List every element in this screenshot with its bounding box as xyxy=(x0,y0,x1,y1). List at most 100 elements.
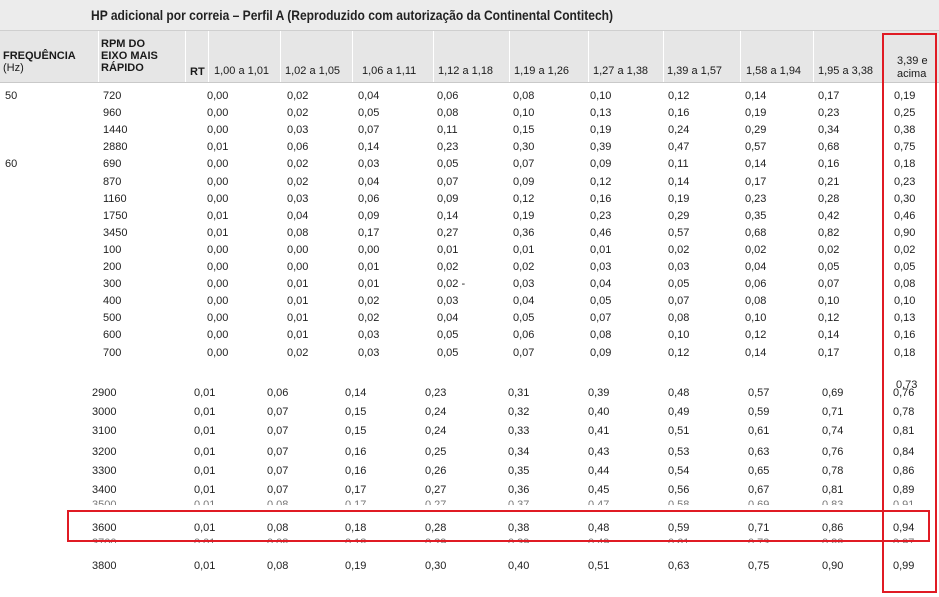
value-cell: 0,94 xyxy=(893,522,915,534)
value-cell: 0,08 xyxy=(267,560,289,572)
partial-cell: 0,83 xyxy=(822,500,843,505)
rpm-cell: 1750 xyxy=(103,209,128,222)
value-cell: 0,04 xyxy=(358,175,380,188)
value-cell: 0,25 xyxy=(425,446,447,458)
value-cell: 0,01 xyxy=(194,465,216,477)
value-cell: 0,08 xyxy=(513,90,535,102)
value-cell: 0,65 xyxy=(748,465,770,477)
value-cell: 0,01 xyxy=(194,446,216,458)
header-range: 1,95 a 3,38 xyxy=(818,65,874,77)
value-cell: 0,01 xyxy=(194,425,216,437)
value-cell: 0,03 xyxy=(358,158,380,171)
value-cell: 0,04 xyxy=(287,209,309,222)
value-cell: 0,54 xyxy=(668,465,690,477)
rpm-cell: 2880 xyxy=(103,141,128,154)
value-cell: 0,27 xyxy=(437,226,459,239)
rpm-cell: 3450 xyxy=(103,226,128,239)
value-cell: 0,10 xyxy=(668,329,690,342)
value-cell: 0,19 xyxy=(590,124,612,137)
value-cell: 0,13 xyxy=(894,312,916,325)
value-cell: 0,00 xyxy=(207,175,229,188)
value-cell: 0,04 xyxy=(590,278,612,291)
value-cell: 0,57 xyxy=(668,226,690,239)
value-cell: 0,23 xyxy=(425,387,447,399)
value-cell: 0,01 xyxy=(207,226,229,239)
rpm-cell: 3400 xyxy=(92,484,117,496)
value-cell: 0,08 xyxy=(590,329,612,342)
rpm-cell: 3100 xyxy=(92,425,117,437)
value-cell: 0,02 xyxy=(287,346,309,359)
value-cell: 0,34 xyxy=(818,124,840,137)
value-cell: 0,08 xyxy=(437,107,459,120)
value-cell: 0,01 xyxy=(287,329,309,342)
value-cell: 0,14 xyxy=(358,141,380,154)
value-cell: 0,16 xyxy=(668,107,690,120)
value-cell: 0,01 xyxy=(194,522,216,534)
value-cell: 0,06 xyxy=(437,90,459,102)
header-divider xyxy=(98,31,99,82)
value-cell: 0,48 xyxy=(588,522,610,534)
partial-cell: 0,69 xyxy=(748,500,769,505)
value-cell: 0,14 xyxy=(818,329,840,342)
value-cell: 0,17 xyxy=(818,90,840,102)
value-cell: 0,02 xyxy=(287,175,309,188)
value-cell: 0,15 xyxy=(513,124,535,137)
value-cell: 0,03 xyxy=(668,261,690,273)
partial-cell: 0,27 xyxy=(425,500,446,505)
value-cell: 0,16 xyxy=(345,446,367,458)
value-cell: 0,06 xyxy=(358,192,380,205)
value-cell: 0,51 xyxy=(588,560,610,572)
value-cell: 0,07 xyxy=(668,295,690,308)
value-cell: 0,34 xyxy=(508,446,530,458)
rpm-cell: 700 xyxy=(103,346,122,359)
value-cell: 0,41 xyxy=(588,425,610,437)
value-cell: 0,81 xyxy=(822,484,844,496)
rpm-cell: 3000 xyxy=(92,406,117,418)
value-cell: 0,53 xyxy=(668,446,690,458)
value-cell: 0,67 xyxy=(748,484,770,496)
value-cell: 0,63 xyxy=(668,560,690,572)
rpm-cell: 1440 xyxy=(103,124,128,137)
value-cell: 0,68 xyxy=(745,226,767,239)
rpm-cell: 2900 xyxy=(92,387,117,399)
value-cell: 0,23 xyxy=(894,175,916,188)
value-cell: 0,00 xyxy=(207,329,229,342)
value-cell: 0,01 xyxy=(194,560,216,572)
header-range: 1,27 a 1,38 xyxy=(593,65,649,77)
value-cell: 0,43 xyxy=(588,446,610,458)
value-cell: 0,08 xyxy=(745,295,767,308)
value-cell: 0,57 xyxy=(748,387,770,399)
value-cell: 0,02 xyxy=(668,243,690,256)
value-cell: 0,06 xyxy=(513,329,535,342)
header-range: 1,00 a 1,01 xyxy=(214,65,270,77)
value-cell: 0,03 xyxy=(287,124,309,137)
value-cell: 0,02 xyxy=(287,158,309,171)
rpm-cell: 200 xyxy=(103,261,122,273)
value-cell: 0,82 xyxy=(818,226,840,239)
value-cell: 0,26 xyxy=(425,465,447,477)
value-cell: 0,15 xyxy=(345,406,367,418)
value-cell: 0,02 xyxy=(437,261,459,273)
value-cell: 0,21 xyxy=(818,175,840,188)
value-cell: 0,03 xyxy=(287,192,309,205)
table-title: HP adicional por correia – Perfil A (Rep… xyxy=(91,7,614,23)
value-cell: 0,14 xyxy=(745,346,767,359)
value-cell: 0,86 xyxy=(822,522,844,534)
value-cell: 0,02 - xyxy=(437,278,466,291)
value-cell: 0,07 xyxy=(267,446,289,458)
value-cell: 0,63 xyxy=(748,446,770,458)
header-divider xyxy=(185,31,186,82)
value-cell: 0,01 xyxy=(194,484,216,496)
header-divider xyxy=(813,31,814,82)
value-cell: 0,06 xyxy=(745,278,767,291)
value-cell: 0,10 xyxy=(590,90,612,102)
value-cell: 0,01 xyxy=(287,295,309,308)
value-cell: 0,71 xyxy=(822,406,844,418)
value-cell: 0,74 xyxy=(822,425,844,437)
value-cell: 0,04 xyxy=(745,261,767,273)
header-divider xyxy=(740,31,741,82)
value-cell: 0,01 xyxy=(207,141,229,154)
value-cell: 0,07 xyxy=(267,484,289,496)
value-cell: 0,14 xyxy=(437,209,459,222)
